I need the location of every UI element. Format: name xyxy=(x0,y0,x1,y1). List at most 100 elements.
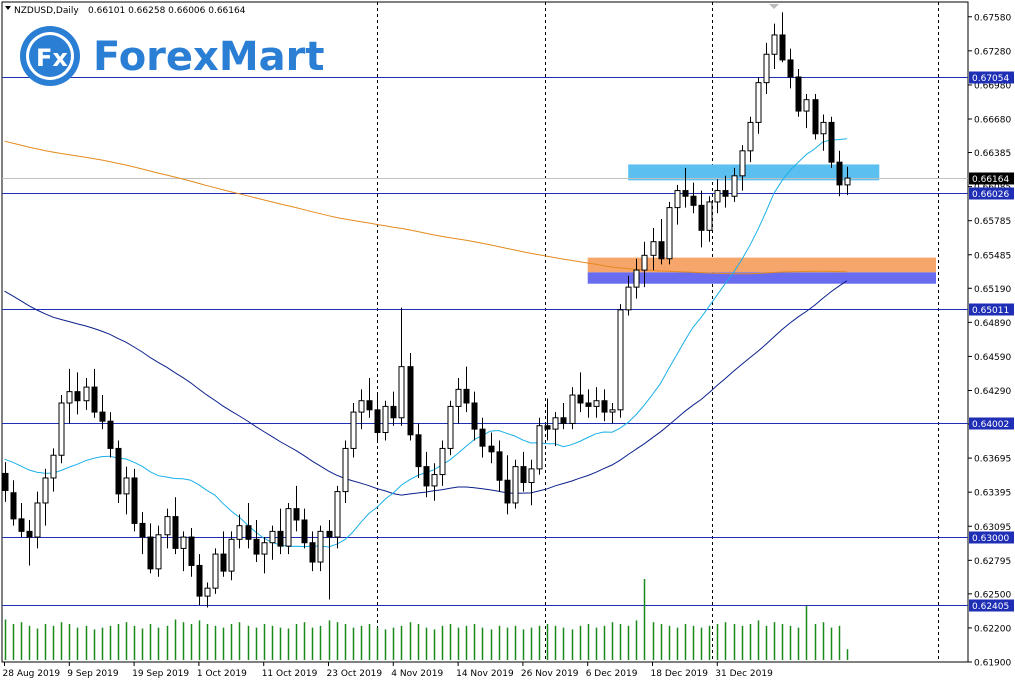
x-tick-label: 1 Oct 2019 xyxy=(197,669,247,679)
candle-bull xyxy=(666,207,673,260)
candle-bear xyxy=(293,508,300,521)
candle-bull xyxy=(66,391,73,404)
level-label-bg xyxy=(969,599,1014,612)
candle-bull xyxy=(236,525,243,540)
x-tick-label: 31 Dec 2019 xyxy=(715,669,773,679)
horizontal-levels xyxy=(2,77,968,606)
candle-bull xyxy=(633,269,640,288)
y-tick-label: 0.66385 xyxy=(974,149,1011,159)
candle-bear xyxy=(479,428,486,447)
y-tick-label: 0.63395 xyxy=(974,489,1011,499)
candle-bull xyxy=(285,508,292,547)
candle-bear xyxy=(139,522,146,538)
x-tick-label: 23 Oct 2019 xyxy=(327,669,383,679)
candle-bear xyxy=(172,516,179,549)
current-price-bg xyxy=(969,172,1014,185)
x-tick-label: 26 Nov 2019 xyxy=(521,669,579,679)
candle-bear xyxy=(423,466,430,487)
logo-inner-icon xyxy=(29,35,71,77)
y-tick-label: 0.67580 xyxy=(974,13,1011,23)
candle-bull xyxy=(512,466,519,504)
candle-bull xyxy=(844,177,851,186)
candle-bull xyxy=(609,409,616,413)
candle-bull xyxy=(34,502,41,538)
candle-bear xyxy=(722,190,729,197)
y-tick-label: 0.63095 xyxy=(974,523,1011,533)
logo-badge: Fx xyxy=(36,44,68,72)
candle-bull xyxy=(747,121,754,152)
x-tick-label: 6 Dec 2019 xyxy=(586,669,638,679)
candle-bull xyxy=(342,447,349,493)
candle-bull xyxy=(593,400,600,407)
candle-bull xyxy=(528,468,535,484)
candle-bull xyxy=(42,477,49,504)
candle-bear xyxy=(415,434,422,468)
x-tick-label: 4 Nov 2019 xyxy=(391,669,443,679)
candle-bull xyxy=(228,538,235,572)
candle-bull xyxy=(123,477,130,495)
candle-bull xyxy=(204,587,211,597)
dropdown-arrow-icon[interactable] xyxy=(5,6,11,10)
candle-bull xyxy=(763,53,770,84)
level-label: 0.63000 xyxy=(972,534,1009,544)
candle-bull xyxy=(569,394,576,424)
level-label: 0.65011 xyxy=(972,306,1009,316)
y-tick-label: 0.65785 xyxy=(974,217,1011,227)
level-label: 0.66026 xyxy=(972,190,1009,200)
candle-bull xyxy=(755,82,762,123)
candle-bull xyxy=(447,405,454,449)
candle-bull xyxy=(180,536,187,549)
level-labels: 0.67054 0.66026 0.65011 0.64002 0.63000 0.624… xyxy=(969,71,1014,612)
candle-bear xyxy=(326,530,333,538)
candle-bull xyxy=(398,366,405,419)
candle-bear xyxy=(658,241,665,260)
candle-bear xyxy=(779,34,786,61)
x-tick-label: 18 Dec 2019 xyxy=(651,669,709,679)
candle-bear xyxy=(99,411,106,422)
candle-bull xyxy=(674,190,681,209)
candle-bull xyxy=(617,309,624,411)
candle-bear xyxy=(560,417,567,424)
y-tick-label: 0.66680 xyxy=(974,116,1011,126)
y-tick-label: 0.62795 xyxy=(974,557,1011,567)
candle-bull xyxy=(155,534,162,570)
candle-bull xyxy=(439,447,446,476)
y-axis: 0.67580 0.67280 0.66980 0.66680 0.66385 0.660… xyxy=(968,13,1011,669)
candle-bull xyxy=(641,254,648,271)
candle-bull xyxy=(820,121,827,135)
candle-bear xyxy=(131,477,138,524)
candle-bull xyxy=(50,454,57,479)
candle-bear xyxy=(18,518,25,532)
shift-marker-icon[interactable] xyxy=(769,4,779,9)
candle-bull xyxy=(714,190,721,203)
candle-bear xyxy=(220,553,227,572)
ma-slow-line xyxy=(4,140,847,275)
plot-frame xyxy=(1,1,969,663)
candle-bear xyxy=(115,447,122,495)
candle-bear xyxy=(188,536,195,566)
y-tick-label: 0.64890 xyxy=(974,319,1011,329)
candle-bear xyxy=(577,394,584,404)
volume-bars xyxy=(4,579,849,660)
level-label: 0.62405 xyxy=(972,602,1009,612)
y-tick-label: 0.63695 xyxy=(974,455,1011,465)
candle-bear xyxy=(26,530,33,538)
x-axis: 28 Aug 2019 9 Sep 2019 19 Sep 2019 1 Oct 20… xyxy=(3,662,773,679)
candle-bear xyxy=(374,409,381,434)
candle-bear xyxy=(787,59,794,78)
candle-bull xyxy=(350,411,357,449)
y-tick-label: 0.62500 xyxy=(974,590,1011,600)
zone-blue xyxy=(628,164,880,181)
candle-bear xyxy=(812,99,819,135)
x-tick-label: 14 Nov 2019 xyxy=(456,669,514,679)
candle-bull xyxy=(731,175,738,197)
y-tick-label: 0.64590 xyxy=(974,353,1011,363)
candle-bear xyxy=(407,366,414,436)
candle-bear xyxy=(91,386,98,413)
candle-bull xyxy=(739,150,746,177)
candles xyxy=(2,12,851,608)
x-tick-label: 11 Oct 2019 xyxy=(262,669,318,679)
candle-bear xyxy=(253,538,260,555)
candle-bear xyxy=(471,402,478,430)
